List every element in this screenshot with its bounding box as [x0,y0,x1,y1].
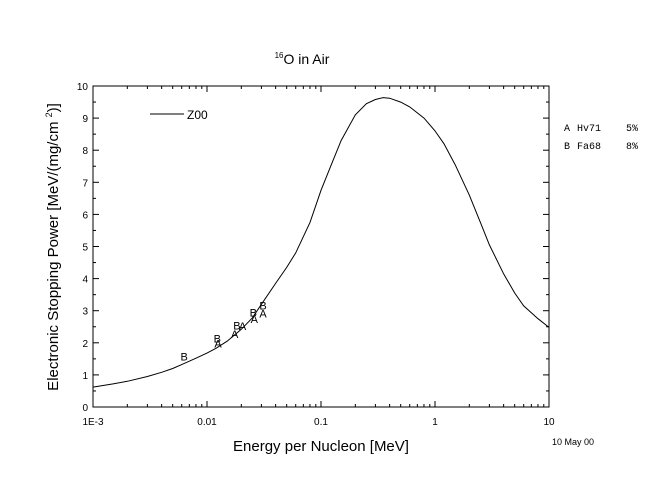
y-tick-label: 4 [82,275,88,286]
data-marker-a: A [239,321,247,333]
y-tick-label: 10 [77,82,89,93]
y-tick-label: 6 [82,210,88,221]
y-tick-label: 0 [82,403,88,414]
chart-title-superscript: 16 [275,51,284,60]
x-tick-label: 0.1 [314,417,328,428]
x-tick-label: 0.01 [197,417,217,428]
data-marker-a: A [214,338,222,350]
side-legend: A Hv71 5% B Fa68 8% [564,124,638,153]
side-legend-marker: B [564,142,570,153]
axes: 0 1 2 3 4 5 6 7 8 9 10 1E-3 0.01 0.1 1 10 [77,82,555,428]
side-legend-ref: Fa68 [577,142,601,153]
data-marker-b: B [233,320,240,332]
x-tick-label: 10 [543,417,555,428]
y-tick-label: 7 [82,178,88,189]
x-axis-label: Energy per Nucleon [MeV] [233,438,409,455]
data-marker-b: B [180,351,187,363]
legend-label-z00: Z00 [187,108,208,122]
series-line-z00 [92,97,550,388]
data-marker-a: A [251,314,259,326]
data-marker-b: B [250,307,257,319]
y-tick-label: 9 [82,114,88,125]
data-marker-a: A [259,308,267,320]
side-legend-error: 5% [626,124,638,135]
y-tick-label: 1 [82,371,88,382]
x-tick-label: 1 [432,417,438,428]
chart-title: 16O in Air [275,51,330,67]
data-marker-b: B [214,333,221,345]
x-tick-label: 1E-3 [82,417,104,428]
data-marker-a: A [231,329,239,341]
y-tick-label: 2 [82,339,88,350]
side-legend-error: 8% [626,142,638,153]
y-axis-label: Electronic Stopping Power [MeV/(mg/cm 2)… [44,103,62,391]
y-axis-label-text: Electronic Stopping Power [MeV/(mg/cm [45,117,62,390]
y-tick-label: 5 [82,243,88,254]
plot-frame [92,85,550,408]
y-tick-label: 3 [82,307,88,318]
side-legend-ref: Hv71 [577,124,601,135]
side-legend-marker: A [564,124,570,135]
date-stamp: 10 May 00 [552,437,594,447]
data-marker-b: B [259,301,266,313]
y-tick-label: 8 [82,146,88,157]
chart-title-main: O in Air [284,51,330,67]
y-axis-label-exponent: 2 [44,112,54,117]
y-axis-label-close: )] [45,103,62,112]
